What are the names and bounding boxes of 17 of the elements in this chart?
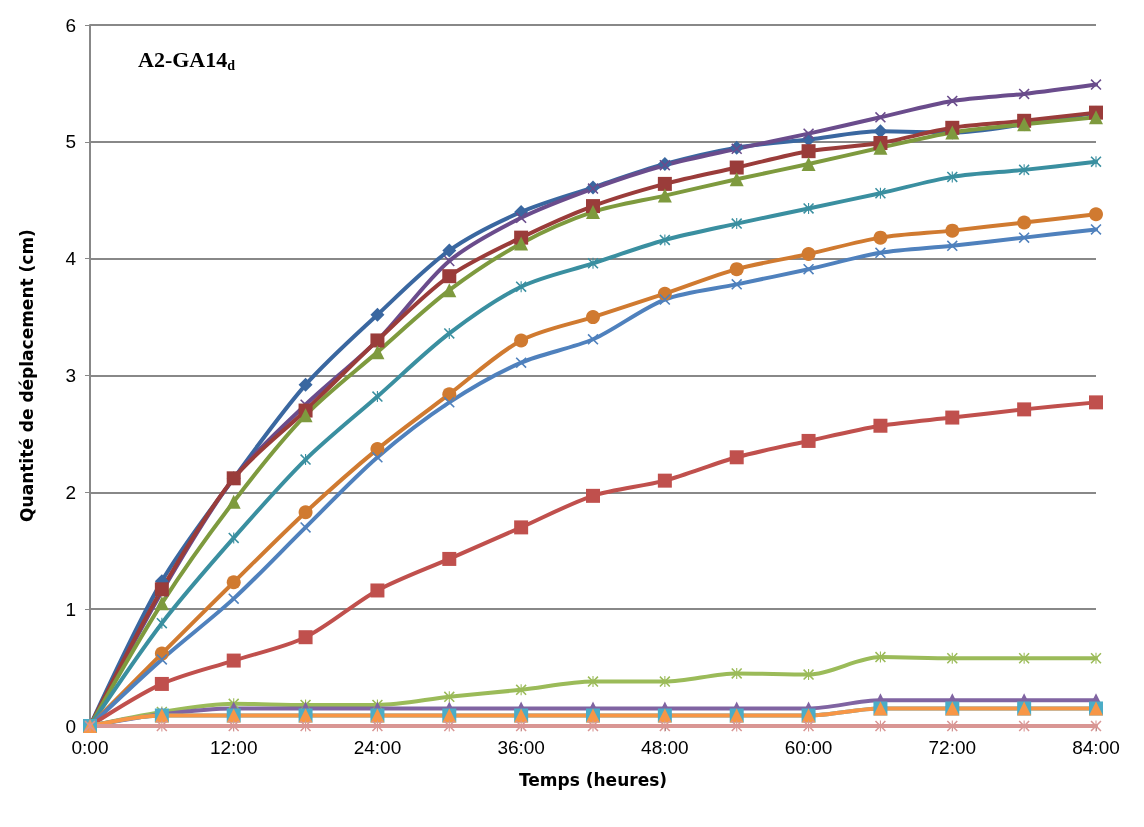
y-tick-label: 4: [65, 248, 77, 270]
y-tick-label: 3: [65, 365, 76, 386]
x-tick-label: 0:00: [71, 737, 109, 758]
y-tick-label: 6: [65, 14, 76, 36]
y-tick-label: 5: [65, 131, 76, 153]
y-tick-label: 1: [65, 598, 76, 620]
x-axis-title: Temps (heures): [518, 769, 668, 790]
y-tick-label: 2: [65, 481, 76, 503]
x-tick-label: 12:00: [209, 737, 258, 758]
y-axis-title: Quantité de déplacement (cm): [16, 229, 37, 522]
x-tick-label: 72:00: [928, 737, 977, 758]
x-tick-label: 84:00: [1072, 737, 1120, 758]
x-tick-label: 60:00: [784, 737, 833, 758]
y-tick-label: 0: [65, 715, 76, 737]
x-tick-label: 36:00: [497, 737, 545, 758]
x-tick-label: 24:00: [353, 737, 402, 758]
x-tick-label: 48:00: [641, 737, 689, 758]
